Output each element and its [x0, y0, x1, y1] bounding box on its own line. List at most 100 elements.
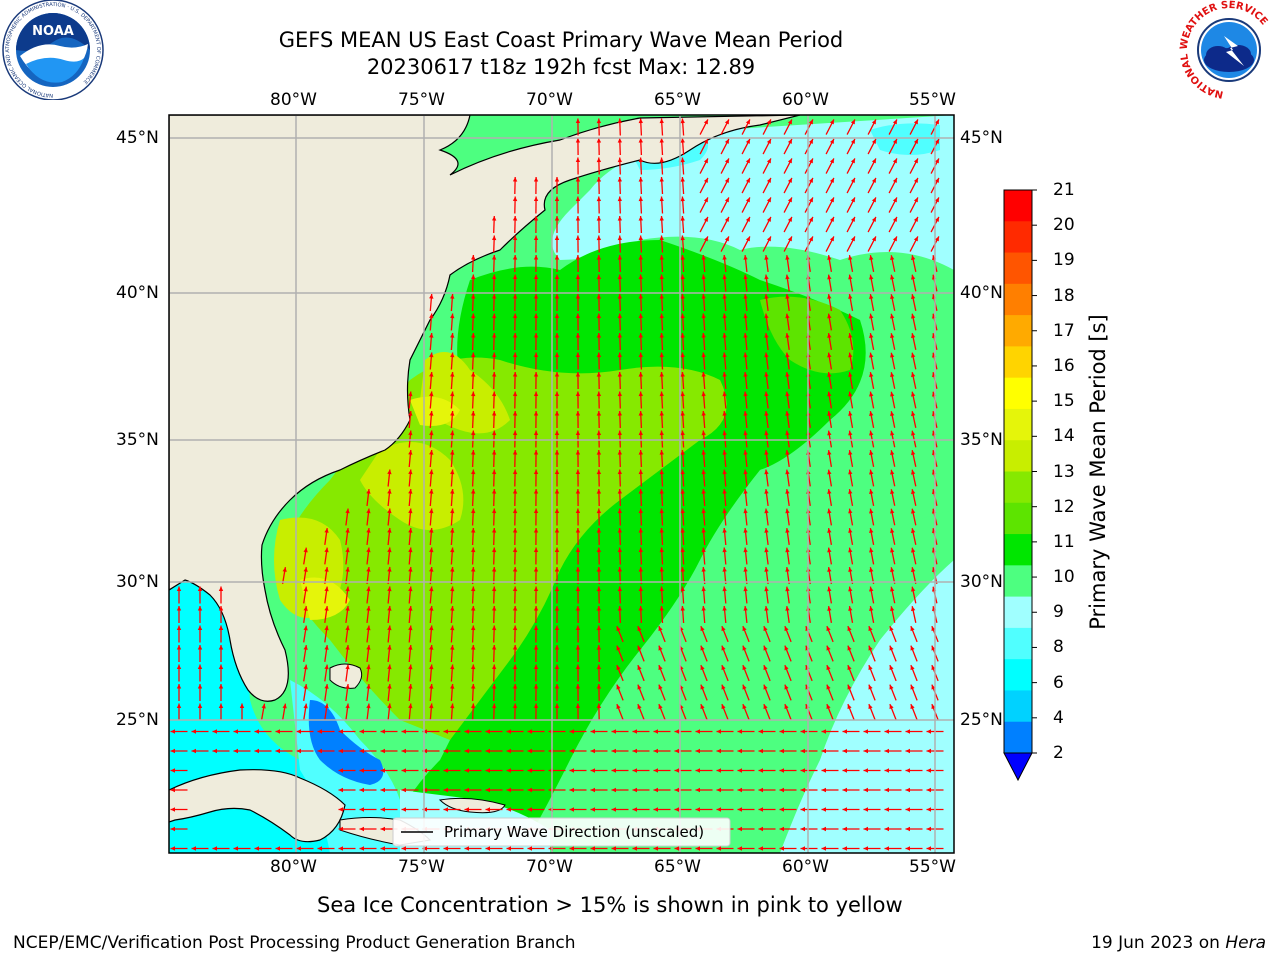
wave-arrow-head	[701, 430, 706, 436]
wave-arrow-head	[471, 391, 476, 397]
wave-arrow-head	[429, 313, 434, 319]
wave-arrow-head	[766, 236, 771, 242]
wave-arrow-head	[766, 216, 771, 222]
wave-arrow-head	[808, 177, 813, 183]
wave-arrow-head	[471, 508, 476, 514]
wave-arrow-head	[512, 391, 518, 397]
wave-arrow-head	[911, 547, 916, 553]
wave-arrow-head	[233, 748, 238, 754]
wave-arrow-head	[569, 787, 574, 793]
wave-arrow-head	[575, 703, 581, 708]
wave-arrow-head	[176, 703, 182, 708]
wave-arrow-head	[695, 729, 700, 734]
wave-arrow-head	[764, 586, 769, 592]
wave-arrow-head	[512, 333, 518, 338]
wave-arrow-head	[366, 606, 371, 611]
wave-arrow-head	[366, 645, 371, 650]
colorbar-tick-label: 4	[1053, 707, 1064, 728]
wave-arrow-head	[674, 807, 679, 812]
wave-arrow-head	[485, 787, 490, 793]
wave-arrow-head	[617, 391, 622, 397]
wave-arrow-head	[716, 748, 721, 754]
wave-arrow-head	[785, 333, 790, 338]
wave-arrow-head	[743, 586, 748, 592]
legend-label: Primary Wave Direction (unscaled)	[444, 823, 705, 841]
footer-timestamp: 19 Jun 2023 on Hera	[1091, 932, 1266, 954]
wave-arrow-head	[850, 197, 855, 203]
colorbar-tick-label: 2	[1053, 743, 1064, 763]
wave-arrow-head	[701, 372, 706, 377]
wave-arrow-head	[700, 645, 705, 651]
wave-arrow-head	[884, 768, 889, 773]
wave-arrow-head	[680, 586, 685, 592]
wave-arrow-head	[680, 411, 685, 416]
wave-arrow-head	[911, 606, 916, 612]
wave-arrow-head	[617, 352, 622, 358]
wave-arrow-head	[659, 411, 664, 416]
wave-arrow-head	[471, 430, 476, 436]
wave-arrow-head	[848, 450, 853, 455]
wave-arrow-head	[554, 684, 560, 689]
wave-arrow-head	[926, 807, 931, 812]
wave-arrow-head	[869, 411, 874, 416]
colorbar-tick-label: 13	[1053, 461, 1075, 482]
wave-arrow-head	[492, 274, 497, 280]
wave-arrow-head	[533, 391, 539, 396]
wave-arrow-head	[680, 372, 685, 377]
wave-arrow-head	[869, 547, 874, 553]
wave-arrow-head	[443, 748, 448, 754]
wave-arrow-head	[680, 352, 685, 358]
colorbar-segment	[1004, 190, 1032, 222]
wave-arrow-head	[512, 703, 518, 709]
wave-arrow-head	[533, 586, 539, 591]
wave-arrow-head	[596, 177, 602, 182]
wave-arrow-head	[742, 626, 747, 632]
wave-arrow-head	[575, 411, 581, 416]
wave-arrow-head	[766, 177, 771, 183]
wave-arrow-head	[680, 177, 685, 182]
wave-arrow-head	[345, 625, 350, 631]
wave-arrow-head	[701, 469, 706, 475]
wave-arrow-head	[533, 216, 539, 221]
wave-arrow-head	[380, 807, 385, 812]
wave-arrow-head	[724, 138, 729, 144]
wave-arrow-head	[617, 508, 622, 514]
wave-arrow-head	[303, 703, 308, 709]
wave-arrow-head	[492, 547, 497, 553]
wave-arrow-head	[611, 787, 616, 793]
wave-arrow-head	[443, 729, 448, 734]
wave-arrow-head	[785, 547, 790, 553]
wave-arrow-head	[408, 489, 413, 494]
wave-arrow-head	[533, 703, 539, 708]
wave-arrow-head	[170, 787, 175, 793]
wave-arrow-head	[848, 255, 853, 260]
wave-arrow-head	[429, 528, 434, 533]
wave-arrow-head	[387, 469, 392, 475]
lon-tick-top-70: 70°W	[526, 90, 573, 110]
wave-arrow-head	[170, 846, 175, 851]
wave-arrow-head	[338, 846, 343, 851]
lon-tick-bottom-80: 80°W	[270, 857, 317, 877]
wave-arrow-head	[787, 177, 792, 183]
wave-arrow-head	[742, 645, 747, 651]
wave-arrow-head	[701, 352, 706, 358]
colorbar-segment	[1004, 534, 1032, 566]
wave-arrow-head	[533, 177, 539, 182]
wave-arrow-head	[176, 625, 182, 630]
wave-arrow-head	[700, 626, 705, 632]
lat-tick-left-45: 45°N	[116, 128, 159, 148]
wave-arrow-head	[408, 391, 413, 397]
wave-arrow-head	[701, 391, 706, 397]
wave-arrow-head	[827, 469, 832, 475]
wave-arrow-head	[722, 255, 727, 260]
lat-tick-right-45: 45°N	[960, 128, 1003, 148]
wave-arrow-head	[745, 236, 750, 242]
wave-arrow-head	[617, 411, 622, 416]
wave-arrow-head	[848, 372, 853, 377]
wave-arrow-head	[743, 567, 748, 572]
wave-arrow-head	[471, 313, 476, 319]
wave-arrow-head	[638, 235, 643, 241]
wave-arrow-head	[659, 274, 664, 280]
wave-arrow-head	[869, 450, 874, 455]
wave-arrow-head	[868, 626, 873, 632]
